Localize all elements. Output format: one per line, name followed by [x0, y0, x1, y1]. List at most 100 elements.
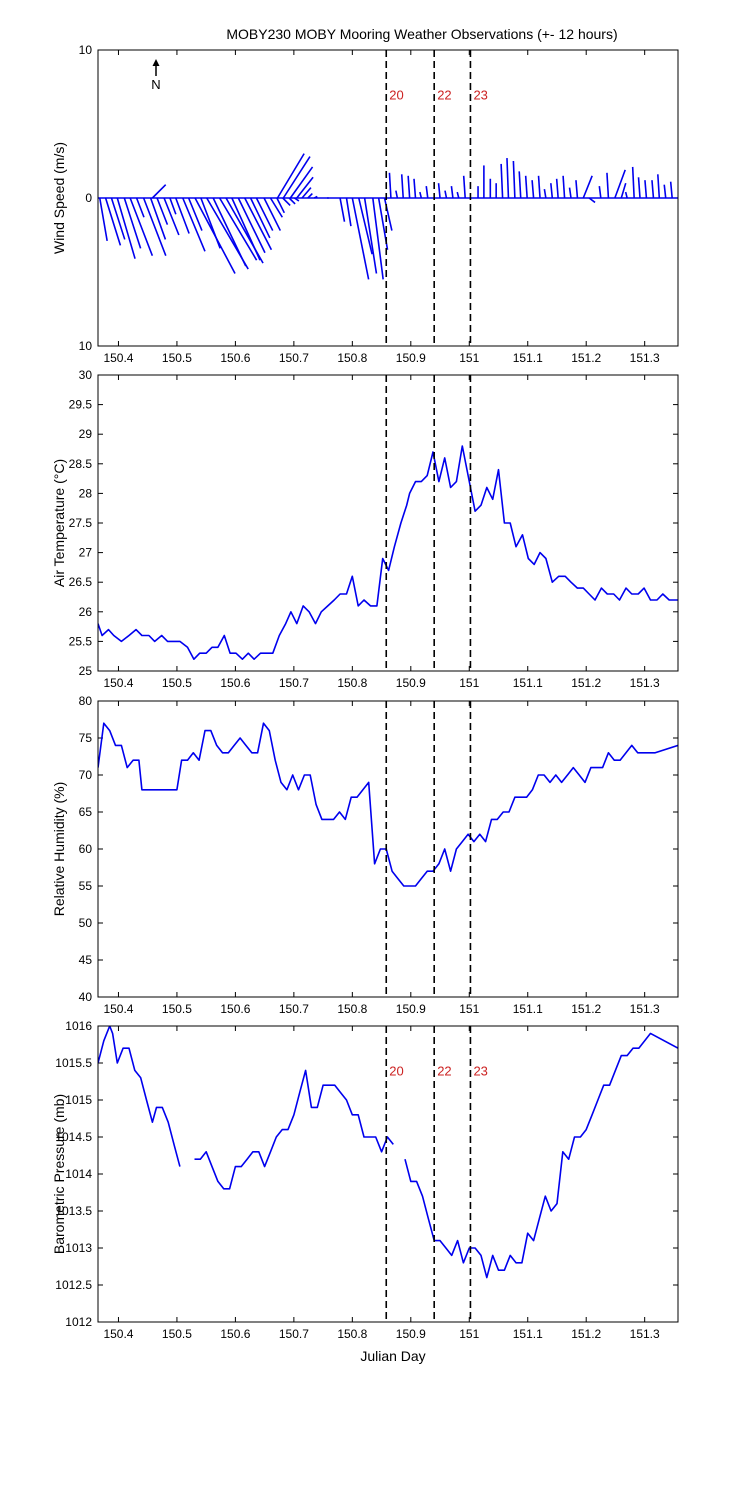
x-tick-label: 151.1 [513, 1002, 543, 1016]
wind-stick [456, 191, 460, 199]
wind-stick [637, 177, 641, 199]
x-tick-label: 150.7 [279, 1002, 309, 1016]
x-tick-label: 151.2 [571, 676, 601, 690]
wind-stick [620, 182, 627, 199]
y-tick-label: 60 [79, 842, 93, 856]
wind-stick [651, 180, 655, 199]
wind-stick [218, 197, 258, 261]
wind-stick [175, 197, 190, 234]
plot-area [98, 722, 678, 887]
plot-area [98, 153, 678, 280]
event-marker-label: 20 [389, 1063, 403, 1078]
wind-stick [288, 197, 296, 205]
series-line [98, 1026, 181, 1167]
wind-stick [301, 187, 312, 199]
x-tick-label: 150.5 [162, 1002, 192, 1016]
y-tick-label: 26 [79, 605, 93, 619]
air-temperature-panel: 150.4 150.5 150.6 150.7 150.8 150.9 151 151.1 15… [51, 368, 679, 690]
wind-stick [550, 183, 554, 199]
y-tick-label: 1015.5 [55, 1056, 92, 1070]
event-marker-label: 20 [389, 87, 403, 102]
x-tick-label: 150.4 [103, 676, 133, 690]
x-tick-label: 150.6 [220, 1002, 250, 1016]
wind-stick [462, 175, 466, 199]
relative-humidity-panel: 150.4 150.5 150.6 150.7 150.8 150.9 151 151.1 15… [51, 694, 679, 1016]
wind-stick [357, 197, 373, 255]
x-tick-label: 151.2 [571, 1327, 601, 1341]
event-marker-label: 22 [437, 87, 451, 102]
y-tick-label: 0 [85, 191, 92, 205]
y-tick-label: 1013.5 [55, 1204, 92, 1218]
series-line [98, 722, 678, 887]
wind-stick [524, 175, 528, 199]
wind-stick [104, 197, 122, 246]
series-line [98, 445, 678, 661]
wind-stick [231, 197, 261, 261]
x-tick-label: 151.1 [513, 1327, 543, 1341]
wind-stick [425, 186, 429, 199]
x-tick-label: 150.9 [396, 1002, 426, 1016]
wind-stick [294, 197, 300, 202]
x-tick-label: 150.6 [220, 676, 250, 690]
wind-stick [200, 197, 221, 249]
x-tick-label: 151 [459, 351, 479, 365]
x-tick-label: 151 [459, 1327, 479, 1341]
north-indicator: N [151, 59, 161, 92]
wind-stick [237, 197, 266, 254]
wind-stick [182, 197, 206, 252]
wind-stick [624, 191, 628, 199]
x-tick-label: 150.8 [337, 1002, 367, 1016]
series-line [194, 1069, 394, 1190]
x-tick-label: 150.5 [162, 351, 192, 365]
wind-stick [598, 186, 602, 199]
wind-stick [543, 188, 547, 199]
y-tick-label: 1016 [65, 1019, 92, 1033]
wind-stick [282, 156, 311, 199]
wind-stick [363, 197, 378, 274]
wind-stick [289, 166, 314, 199]
wind-stick [450, 186, 454, 199]
y-tick-label: 45 [79, 953, 93, 967]
wind-stick [500, 163, 504, 199]
y-tick-label: 55 [79, 879, 93, 893]
wind-stick [187, 197, 203, 231]
wind-stick [555, 178, 559, 199]
x-tick-label: 150.7 [279, 351, 309, 365]
x-tick-label: 150.9 [396, 1327, 426, 1341]
y-tick-label: 1015 [65, 1093, 92, 1107]
wind-stick [400, 174, 405, 199]
y-tick-label: 50 [79, 916, 93, 930]
x-tick-label: 150.8 [337, 351, 367, 365]
plot-area [98, 445, 678, 661]
wind-stick [110, 197, 126, 240]
y-axis-label: Barometric Pressure (mb) [51, 1094, 67, 1254]
y-axis-label: Relative Humidity (%) [51, 782, 67, 917]
y-tick-label: 25.5 [69, 634, 93, 648]
wind-stick [263, 197, 282, 231]
y-tick-label: 1012.5 [55, 1278, 92, 1292]
wind-stick [135, 197, 145, 218]
wind-stick [582, 175, 593, 199]
x-tick-label: 151.1 [513, 676, 543, 690]
x-tick-label: 150.8 [337, 676, 367, 690]
wind-stick [149, 197, 167, 240]
wind-stick [512, 160, 516, 199]
wind-stick [129, 197, 154, 257]
plot-frame [97, 1025, 679, 1323]
y-tick-label: 28 [79, 486, 93, 500]
wind-stick [588, 197, 596, 204]
wind-stick [269, 197, 284, 218]
wind-stick [669, 181, 673, 199]
wind-stick [413, 178, 417, 199]
y-axis-label: Air Temperature (°C) [51, 459, 67, 587]
event-marker-label: 23 [473, 1063, 487, 1078]
wind-stick [163, 197, 180, 236]
wind-stick [444, 190, 448, 199]
wind-stick [531, 180, 535, 199]
x-tick-label: 150.5 [162, 1327, 192, 1341]
wind-stick [249, 197, 271, 239]
x-tick-label: 151.3 [630, 676, 660, 690]
y-tick-label: 25 [79, 664, 93, 678]
wind-stick [123, 197, 142, 249]
wind-stick [562, 175, 566, 199]
